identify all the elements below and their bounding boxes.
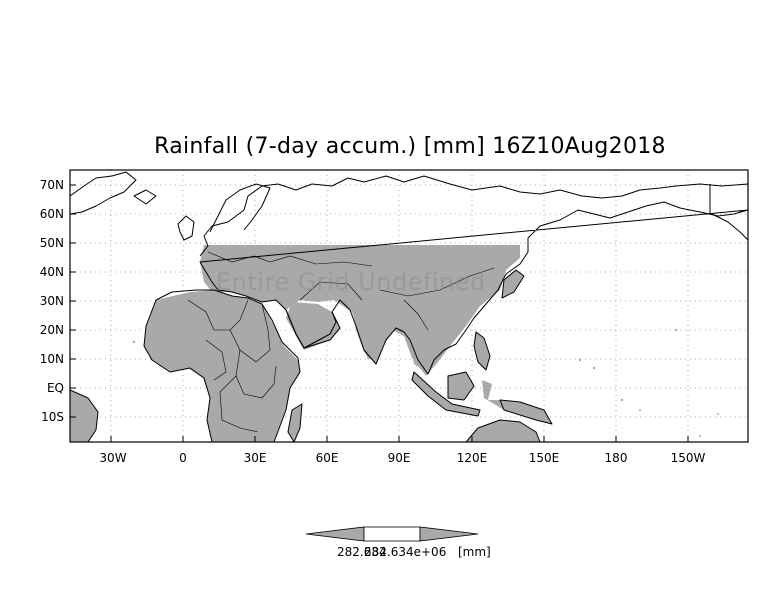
lon-tick-label: 30W [99, 451, 126, 465]
colorbar-min-label: 282.634 [337, 545, 387, 559]
coastlines [70, 171, 748, 442]
lon-tick-label: 0 [179, 451, 187, 465]
colorbar: 282.634 282.634e+06 [mm] [305, 526, 491, 559]
lat-tick-label: 70N [40, 178, 64, 192]
lat-tick-label: 10N [40, 352, 64, 366]
australia-shading [466, 420, 540, 442]
alaska-coastline [709, 184, 748, 241]
arabia-shading [286, 302, 340, 350]
newguinea-coastline [499, 399, 553, 425]
colorbar-unit-label: [mm] [458, 545, 491, 559]
madagascar-coastline [287, 403, 303, 442]
africa-coastline [143, 289, 301, 442]
south-america-coastline [70, 389, 99, 442]
borneo-coastline [447, 371, 475, 401]
sumatra-java-coastline [411, 371, 481, 417]
lat-tick-label: 30N [40, 294, 64, 308]
africa-shading [144, 290, 300, 442]
lat-tick-label: 10S [41, 410, 64, 424]
lon-axis [110, 436, 689, 442]
lat-tick-label: 20N [40, 323, 64, 337]
eurasia-coastline [199, 175, 748, 375]
uk-coastline [177, 215, 195, 241]
lat-tick-label: EQ [47, 381, 64, 395]
map-area [70, 170, 748, 442]
iceland-coastline [133, 189, 157, 205]
colorbar-right-triangle [419, 526, 479, 542]
japan-coastline [501, 269, 525, 299]
lon-tick-labels: 30W 0 30E 60E 90E 120E 150E 180 150W [99, 451, 705, 465]
japan-shading [502, 270, 524, 298]
lon-tick-label: 120E [457, 451, 488, 465]
lon-tick-label: 60E [316, 451, 339, 465]
colorbar-box [363, 526, 421, 542]
philippines-coastline [473, 331, 491, 371]
borneo-shading [448, 372, 474, 400]
lat-tick-label: 40N [40, 265, 64, 279]
map-gridlines [70, 170, 748, 442]
arabia-coastline [285, 309, 341, 349]
lon-tick-label: 90E [388, 451, 411, 465]
lat-tick-labels: 70N 60N 50N 40N 30N 20N 10N EQ 10S [40, 178, 64, 424]
lon-tick-label: 150W [671, 451, 706, 465]
lon-tick-label: 30E [244, 451, 267, 465]
colorbar-max-label: 282.634e+06 [364, 545, 446, 559]
scattered-islands [132, 328, 719, 437]
lat-tick-label: 50N [40, 236, 64, 250]
undefined-grid-watermark: Entire Grid Undefined [216, 268, 486, 296]
lon-tick-label: 180 [605, 451, 628, 465]
colorbar-left-triangle [305, 526, 365, 542]
map-title: Rainfall (7-day accum.) [mm] 16Z10Aug201… [154, 134, 666, 159]
country-borders [187, 251, 495, 433]
australia-coastline [465, 419, 541, 442]
greenland-coastline [70, 171, 137, 215]
lat-tick-label: 60N [40, 207, 64, 221]
scandinavia-coastline [209, 183, 271, 233]
lat-axis [70, 184, 76, 418]
map-frame [69, 169, 749, 443]
lon-tick-label: 150E [529, 451, 560, 465]
